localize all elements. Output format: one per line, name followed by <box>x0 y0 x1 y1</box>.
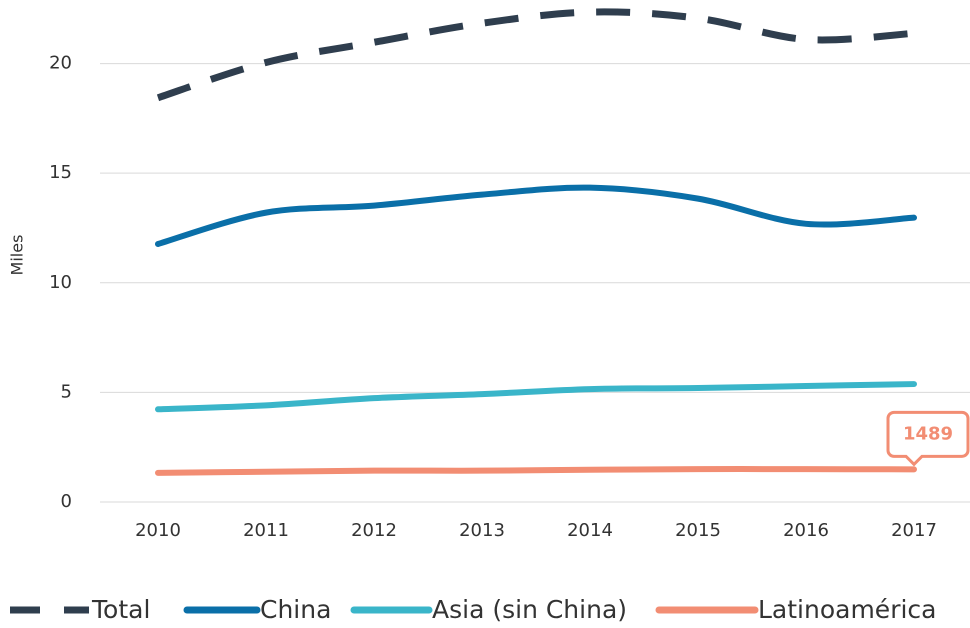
series-line <box>155 466 917 476</box>
x-tick-label: 2014 <box>567 520 613 541</box>
y-tick-label: 5 <box>61 381 72 402</box>
series-line <box>155 381 917 413</box>
x-tick-label: 2013 <box>459 520 505 541</box>
x-tick-label: 2012 <box>351 520 397 541</box>
data-label-text: 1489 <box>903 423 953 444</box>
legend-label: Total <box>91 595 150 624</box>
x-tick-label: 2010 <box>135 520 181 541</box>
series-line <box>156 8 915 102</box>
y-tick-label: 15 <box>49 162 72 183</box>
x-tick-label: 2017 <box>891 520 937 541</box>
legend-label: Latinoamérica <box>758 595 936 624</box>
data-label: 1489 <box>886 410 970 467</box>
legend-label: Asia (sin China) <box>432 595 627 624</box>
x-tick-label: 2011 <box>243 520 289 541</box>
y-tick-label: 0 <box>61 491 72 512</box>
y-tick-label: 20 <box>49 53 72 74</box>
series-line <box>155 184 917 247</box>
x-tick-label: 2016 <box>783 520 829 541</box>
x-tick-label: 2015 <box>675 520 721 541</box>
data-label-box <box>886 410 970 467</box>
y-tick-label: 10 <box>49 272 72 293</box>
y-axis-label: Miles <box>8 235 27 276</box>
legend-label: China <box>260 595 331 624</box>
